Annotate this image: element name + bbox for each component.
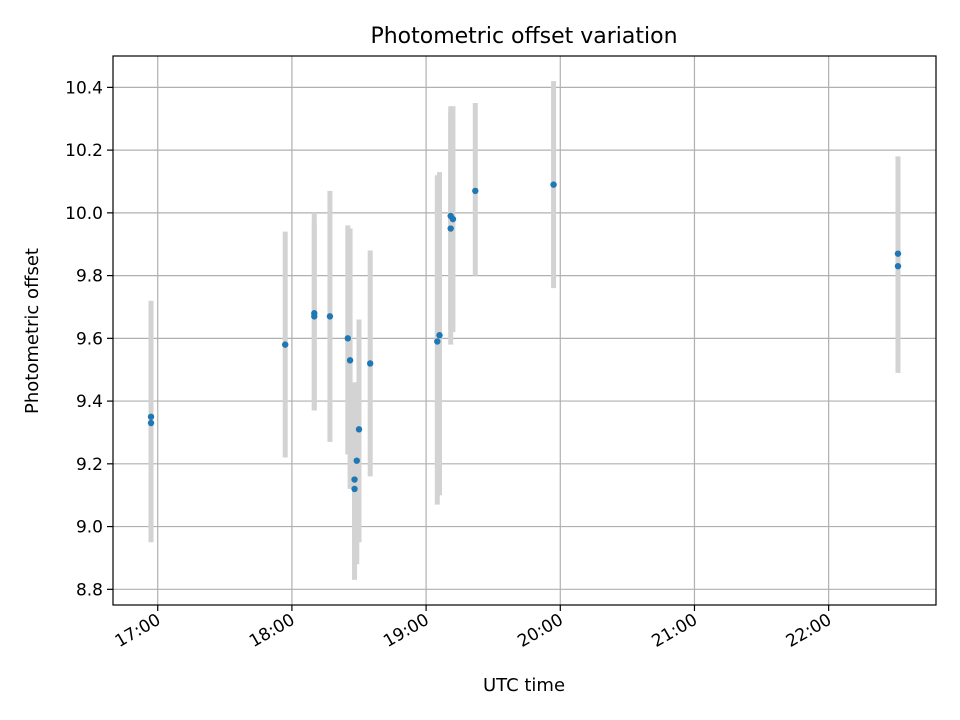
data-point	[434, 338, 441, 345]
data-point	[894, 262, 902, 270]
data-point	[147, 413, 155, 420]
data-point	[353, 457, 360, 464]
x-tick-label: 18:00	[246, 610, 298, 652]
y-tick-label: 9.2	[76, 455, 103, 475]
data-point	[472, 187, 479, 195]
x-axis-label: UTC time	[483, 675, 565, 696]
chart-title: Photometric offset variation	[370, 24, 677, 49]
data-point	[550, 181, 557, 188]
data-point	[326, 313, 334, 320]
x-tick-label: 20:00	[514, 610, 566, 652]
data-point	[436, 332, 443, 339]
y-tick-label: 10.0	[65, 204, 103, 224]
x-tick-label: 22:00	[783, 610, 835, 652]
x-tick-label: 17:00	[112, 610, 164, 652]
y-tick-label: 10.2	[65, 141, 103, 161]
x-tick-label: 21:00	[649, 610, 701, 652]
data-point	[344, 335, 352, 342]
error-bars	[148, 81, 901, 580]
data-point	[894, 250, 902, 257]
data-point	[282, 341, 289, 348]
data-point	[355, 426, 363, 433]
y-tick-label: 9.4	[76, 392, 103, 412]
data-point	[366, 360, 374, 367]
y-axis-label: Photometric offset	[22, 248, 43, 414]
y-tick-label: 9.0	[76, 518, 103, 538]
x-tick-label: 19:00	[380, 610, 432, 652]
grid	[113, 56, 936, 605]
y-tick-label: 8.8	[76, 580, 103, 600]
y-tick-label: 9.6	[76, 329, 103, 349]
data-point	[351, 476, 358, 483]
data-point	[346, 357, 354, 364]
data-point	[311, 313, 318, 320]
plot-frame	[112, 55, 937, 606]
data-point	[449, 215, 457, 223]
data-point	[351, 485, 358, 493]
y-tick-label: 9.8	[76, 267, 103, 287]
data-point	[147, 419, 155, 427]
data-point	[447, 225, 454, 232]
y-tick-label: 10.4	[65, 78, 103, 98]
data-points	[147, 181, 902, 493]
